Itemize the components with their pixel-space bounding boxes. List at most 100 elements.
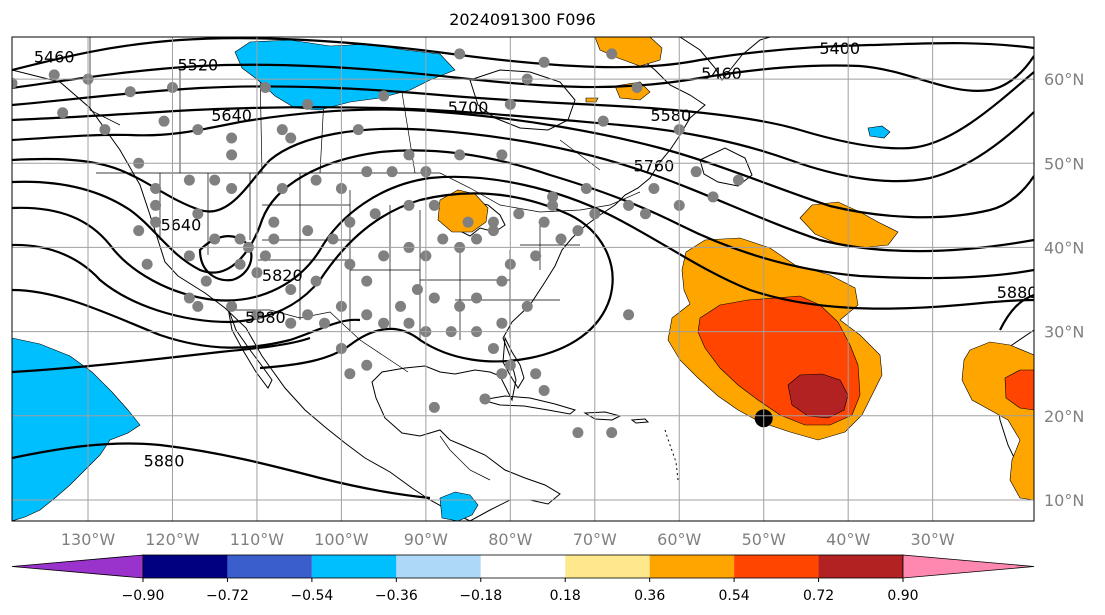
station-dot	[428, 401, 440, 413]
station-dot	[471, 292, 483, 304]
station-dot	[487, 225, 499, 237]
station-dot	[395, 300, 407, 312]
shaded-anomaly-fields	[12, 37, 1034, 521]
station-dot	[580, 183, 592, 195]
station-dot	[276, 124, 288, 136]
station-dot	[344, 368, 356, 380]
station-dot	[209, 174, 221, 186]
negative-anomaly-area-central-america	[439, 491, 479, 521]
station-dot	[310, 275, 322, 287]
station-dot	[369, 208, 381, 220]
station-dot	[158, 115, 170, 127]
station-dot	[361, 166, 373, 178]
station-dot	[378, 90, 390, 102]
station-dot	[454, 300, 466, 312]
station-dot	[302, 225, 314, 237]
station-dot	[234, 233, 246, 245]
contour-label: 5580	[650, 106, 691, 125]
positive-anomaly-area-north-atlantic	[799, 201, 899, 249]
station-dot	[226, 183, 238, 195]
station-dot	[428, 292, 440, 304]
station-dot	[606, 48, 618, 60]
colorbar-tick-label: −0.54	[290, 588, 333, 604]
positive-anomaly-area-east	[961, 341, 1034, 501]
colorbar-tick-label: −0.72	[206, 588, 249, 604]
station-dot	[133, 225, 145, 237]
station-dot	[183, 250, 195, 262]
lat-tick-label: 20°N	[1044, 407, 1084, 426]
contour-label: 5460	[701, 64, 742, 83]
negative-anomaly-area-west	[12, 337, 141, 521]
lat-tick-label: 40°N	[1044, 238, 1084, 257]
station-dot	[226, 300, 238, 312]
contour-5880-south	[12, 442, 431, 500]
station-dot	[454, 48, 466, 60]
station-dot	[285, 317, 297, 329]
longitude-labels: 130°W 120°W 110°W 100°W 90°W 80°W 70°W 60°W 50°W…	[61, 530, 955, 549]
station-dot	[310, 174, 322, 186]
station-dot	[150, 216, 162, 228]
station-dot	[496, 149, 508, 161]
coastlines	[12, 37, 1034, 521]
station-dot	[572, 427, 584, 439]
station-dot	[479, 393, 491, 405]
station-dot	[403, 317, 415, 329]
station-dot	[690, 166, 702, 178]
station-dot	[319, 317, 331, 329]
station-dot	[386, 166, 398, 178]
contour-label: 5880	[144, 451, 185, 470]
us-canada-border	[96, 172, 641, 213]
station-dot	[327, 233, 339, 245]
station-dot	[361, 309, 373, 321]
colorbar-segment	[227, 555, 312, 578]
station-dot	[192, 124, 204, 136]
station-dot	[454, 149, 466, 161]
positive-anomaly-area-great-lakes	[437, 189, 489, 233]
station-dot	[378, 250, 390, 262]
lat-tick-label: 50°N	[1044, 154, 1084, 173]
colorbar-segment	[143, 555, 228, 578]
colorbar-segment	[396, 555, 481, 578]
station-dot	[302, 309, 314, 321]
station-dot	[344, 258, 356, 270]
colorbar-tick-label: 0.36	[634, 588, 665, 604]
lat-tick-label: 60°N	[1044, 70, 1084, 89]
station-dot	[200, 275, 212, 287]
station-dot	[555, 233, 567, 245]
station-dot	[192, 300, 204, 312]
colorbar-tick-label: −0.18	[459, 588, 502, 604]
height-contours	[12, 37, 1034, 500]
station-dot	[538, 216, 550, 228]
lon-tick-label: 110°W	[230, 530, 285, 549]
station-dot	[487, 216, 499, 228]
station-dot	[471, 233, 483, 245]
station-dot	[183, 292, 195, 304]
station-dot	[538, 56, 550, 68]
contour-labels: 5460 5520 5640 5700 5580 5460 5400 5760 5640 5820…	[34, 39, 1034, 470]
peak-anomaly-core	[787, 373, 849, 419]
contour-label: 5520	[177, 56, 218, 75]
colorbar-extend-max	[902, 554, 1035, 579]
station-dot	[597, 115, 609, 127]
station-dot	[631, 82, 643, 94]
lon-tick-label: 120°W	[145, 530, 200, 549]
station-dot	[403, 199, 415, 211]
lon-tick-label: 80°W	[488, 530, 532, 549]
station-dot	[496, 317, 508, 329]
station-dot	[521, 300, 533, 312]
lon-tick-label: 30°W	[911, 530, 955, 549]
contour-label: 5700	[448, 98, 489, 117]
station-dot	[707, 191, 719, 203]
station-dot	[57, 107, 69, 119]
station-dot	[150, 199, 162, 211]
station-dot	[259, 250, 271, 262]
latitude-labels: 60°N 50°N 40°N 30°N 20°N 10°N	[1044, 70, 1084, 510]
north-america-coastline	[12, 37, 706, 521]
contour-label: 5640	[211, 106, 252, 125]
lat-tick-label: 30°N	[1044, 323, 1084, 342]
station-dot	[234, 258, 246, 270]
station-dot	[124, 86, 136, 98]
station-dot	[487, 342, 499, 354]
station-dot	[496, 368, 508, 380]
station-dot	[361, 275, 373, 287]
